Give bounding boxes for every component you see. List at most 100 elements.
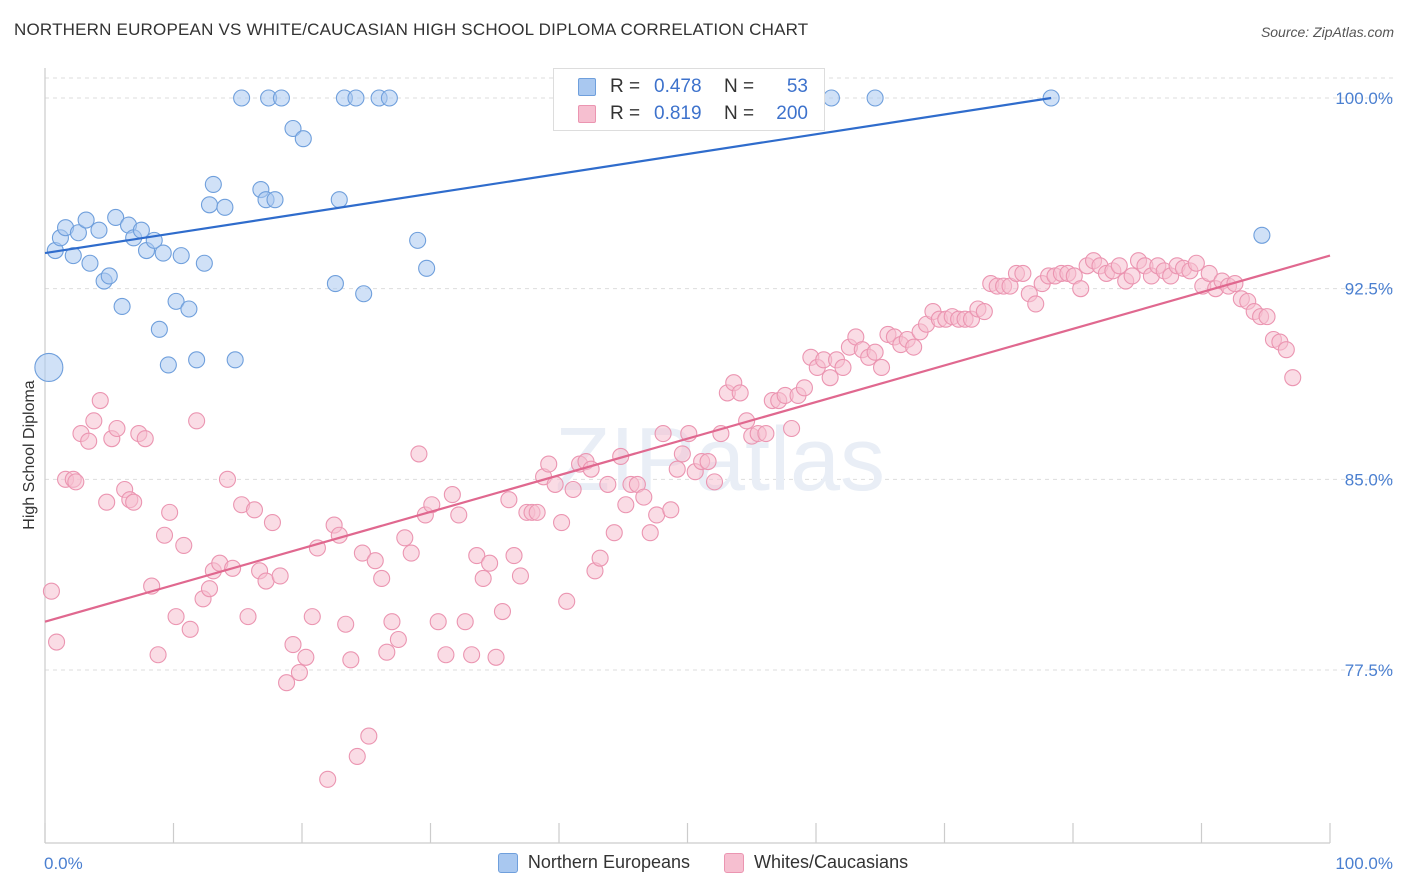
whites-caucasians-point xyxy=(553,514,571,532)
northern-europeans-point xyxy=(272,89,290,107)
whites-caucasians-point xyxy=(245,501,264,519)
legend-n-value: 53 xyxy=(786,76,808,97)
northern-europeans-point xyxy=(34,352,64,383)
whites-caucasians-point xyxy=(493,602,512,621)
whites-caucasians-point xyxy=(1200,264,1218,282)
northern-europeans-point xyxy=(347,89,365,107)
whites-caucasians-point xyxy=(155,526,174,544)
northern-europeans-point xyxy=(294,130,312,148)
legend-swatch-pink xyxy=(578,105,596,123)
whites-caucasians-point xyxy=(373,569,391,588)
grid-lines xyxy=(45,77,1395,671)
axes xyxy=(44,68,1331,844)
whites-caucasians-point xyxy=(239,608,257,626)
northern-europeans-point xyxy=(90,221,108,239)
whites-caucasians-point xyxy=(98,493,116,511)
northern-europeans-point xyxy=(200,196,219,214)
whites-caucasians-point xyxy=(635,488,653,506)
whites-caucasians-point xyxy=(1187,254,1205,272)
whites-caucasians-point xyxy=(67,473,85,491)
northern-europeans-point xyxy=(330,191,348,209)
whites-caucasians-point xyxy=(528,503,546,521)
northern-europeans-point xyxy=(100,267,118,285)
legend-item-northern-europeans: Northern Europeans xyxy=(497,852,691,873)
y-tick-label: 92.5% xyxy=(1345,280,1393,299)
whites-caucasians-point xyxy=(284,636,302,654)
whites-caucasians-point xyxy=(1123,267,1141,285)
whites-caucasians-point xyxy=(85,412,103,430)
legend-r-label: R = xyxy=(610,76,641,97)
whites-caucasians-point xyxy=(319,770,337,788)
northern-europeans-point xyxy=(195,254,213,272)
legend-n-label: N = xyxy=(724,103,755,124)
whites-caucasians-point xyxy=(450,506,468,524)
whites-caucasians-point xyxy=(423,496,441,514)
whites-caucasians-point xyxy=(383,613,401,631)
whites-caucasians-point xyxy=(278,674,296,692)
stats-legend: R = 0.478 N = 53 R = 0.819 N = 200 xyxy=(553,68,825,131)
whites-caucasians-trend-line xyxy=(44,254,1331,623)
northern-europeans-point xyxy=(1253,226,1271,244)
whites-caucasians-point xyxy=(605,524,623,542)
whites-caucasians-point xyxy=(378,643,396,661)
whites-caucasians-point xyxy=(218,470,237,488)
watermark: ZIPatlas xyxy=(555,410,885,510)
northern-europeans-point xyxy=(159,356,177,374)
whites-caucasians-point xyxy=(505,547,523,565)
northern-europeans-point xyxy=(188,351,206,369)
northern-europeans-point xyxy=(355,285,373,303)
northern-europeans-point xyxy=(418,259,436,277)
northern-europeans-point xyxy=(216,198,234,216)
legend-item-whites-caucasians: Whites/Caucasians xyxy=(724,852,908,873)
legend-row-northern-europeans: R = 0.478 N = 53 xyxy=(578,75,808,99)
whites-caucasians-point xyxy=(1284,369,1302,387)
whites-caucasians-point xyxy=(866,343,884,361)
whites-caucasians-point xyxy=(257,572,275,590)
whites-caucasians-point xyxy=(396,529,414,547)
whites-caucasians-point xyxy=(662,501,680,519)
chart-title: NORTHERN EUROPEAN VS WHITE/CAUCASIAN HIG… xyxy=(14,20,809,39)
whites-caucasians-point xyxy=(456,613,474,631)
legend-swatch-blue xyxy=(578,78,596,96)
whites-caucasians-point xyxy=(872,358,891,377)
whites-caucasians-point xyxy=(1258,308,1276,326)
whites-caucasians-point xyxy=(1110,257,1128,275)
legend-n-label: N = xyxy=(724,76,755,97)
whites-caucasians-point xyxy=(487,648,505,666)
y-tick-label: 100.0% xyxy=(1335,89,1393,108)
whites-caucasians-point xyxy=(136,430,154,448)
whites-caucasians-point xyxy=(91,391,109,410)
whites-caucasians-point xyxy=(654,425,672,443)
whites-caucasians-point xyxy=(342,651,360,669)
trend-lines xyxy=(44,96,1331,623)
whites-caucasians-point xyxy=(108,419,126,438)
y-axis-label: High School Diploma xyxy=(21,380,38,530)
whites-caucasians-point xyxy=(540,455,558,473)
whites-caucasians-point xyxy=(366,552,384,570)
whites-caucasians-point xyxy=(410,445,428,463)
northern-europeans-point xyxy=(204,175,222,193)
northern-europeans-point xyxy=(172,247,190,265)
whites-caucasians-point xyxy=(975,302,993,321)
northern-europeans-point xyxy=(132,221,150,239)
whites-caucasians-point xyxy=(1014,264,1032,282)
whites-caucasians-point xyxy=(443,486,461,504)
whites-caucasians-point xyxy=(641,524,659,542)
whites-caucasians-points xyxy=(42,252,1302,788)
northern-europeans-point xyxy=(409,231,427,249)
whites-caucasians-point xyxy=(757,425,775,443)
y-tick-label: 77.5% xyxy=(1345,661,1393,680)
legend-r-value: 0.819 xyxy=(654,103,702,124)
whites-caucasians-point xyxy=(337,615,355,633)
whites-caucasians-point xyxy=(673,445,691,463)
whites-caucasians-point xyxy=(905,338,923,356)
legend-label: Northern Europeans xyxy=(527,852,691,872)
northern-europeans-point xyxy=(866,89,884,107)
series-legend: Northern Europeans Whites/Caucasians xyxy=(0,852,1406,873)
whites-caucasians-point xyxy=(591,549,609,567)
whites-caucasians-point xyxy=(200,580,219,598)
whites-caucasians-point xyxy=(167,608,185,626)
whites-caucasians-point xyxy=(290,663,308,682)
northern-europeans-point xyxy=(77,211,95,229)
